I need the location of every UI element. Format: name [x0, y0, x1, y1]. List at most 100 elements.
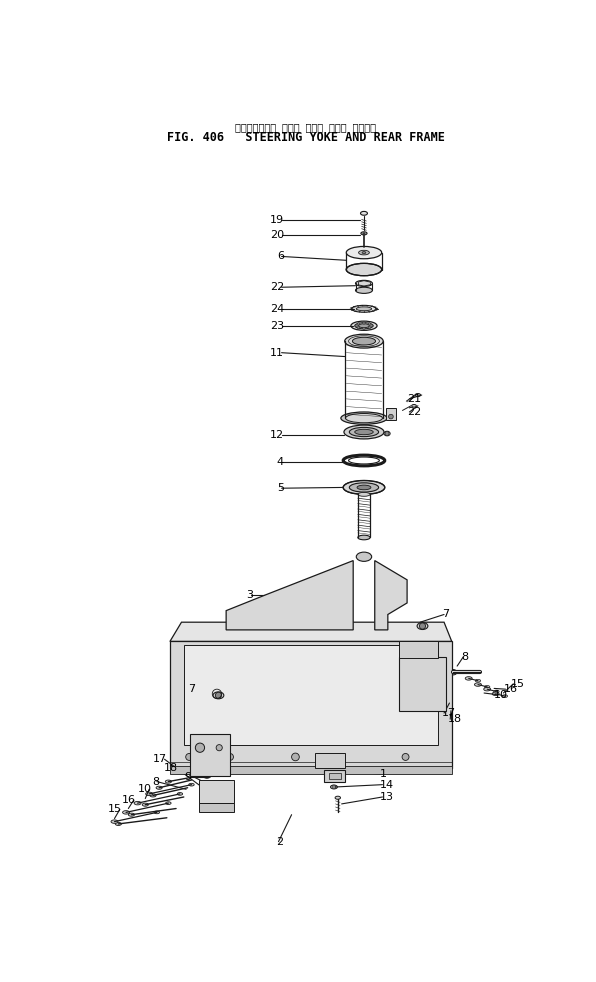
Ellipse shape	[355, 288, 372, 294]
Text: 7: 7	[442, 610, 449, 620]
Text: 7: 7	[188, 684, 195, 694]
FancyBboxPatch shape	[399, 641, 438, 658]
Ellipse shape	[355, 323, 373, 329]
Ellipse shape	[475, 680, 480, 682]
Text: 11: 11	[270, 348, 284, 357]
Ellipse shape	[150, 793, 156, 797]
Ellipse shape	[359, 324, 370, 328]
Polygon shape	[170, 641, 452, 769]
Text: 2: 2	[276, 837, 283, 846]
Ellipse shape	[154, 811, 160, 814]
Text: FIG. 406   STEERING YOKE AND REAR FRAME: FIG. 406 STEERING YOKE AND REAR FRAME	[166, 132, 445, 144]
Ellipse shape	[335, 796, 340, 799]
Circle shape	[389, 414, 393, 419]
Text: 8: 8	[461, 652, 468, 662]
Ellipse shape	[492, 692, 499, 695]
Circle shape	[226, 753, 234, 760]
Circle shape	[363, 327, 365, 330]
FancyBboxPatch shape	[328, 773, 341, 780]
Text: 16: 16	[504, 684, 517, 694]
Ellipse shape	[341, 412, 387, 424]
Polygon shape	[226, 561, 353, 629]
Circle shape	[371, 325, 373, 327]
Ellipse shape	[363, 233, 365, 234]
Circle shape	[363, 322, 365, 324]
FancyBboxPatch shape	[399, 657, 446, 711]
Circle shape	[368, 326, 371, 329]
Text: 14: 14	[380, 780, 395, 790]
Ellipse shape	[351, 321, 377, 330]
Ellipse shape	[145, 792, 153, 795]
Ellipse shape	[156, 787, 162, 790]
Circle shape	[216, 744, 222, 751]
FancyBboxPatch shape	[199, 780, 234, 803]
Text: 16: 16	[122, 795, 136, 805]
Ellipse shape	[352, 305, 376, 312]
Text: 21: 21	[407, 394, 421, 404]
Ellipse shape	[128, 813, 135, 816]
Text: 6: 6	[277, 251, 284, 261]
Ellipse shape	[465, 677, 472, 681]
Text: 12: 12	[270, 430, 284, 440]
Ellipse shape	[349, 427, 378, 437]
Text: 8: 8	[152, 777, 159, 787]
Text: 15: 15	[108, 804, 122, 814]
Ellipse shape	[111, 820, 118, 823]
Text: 18: 18	[448, 714, 462, 724]
Text: 17: 17	[442, 708, 456, 718]
FancyBboxPatch shape	[190, 734, 230, 776]
Circle shape	[355, 325, 358, 327]
Circle shape	[385, 432, 389, 435]
Text: 10: 10	[494, 689, 508, 699]
Circle shape	[215, 692, 222, 698]
Ellipse shape	[344, 334, 383, 348]
Ellipse shape	[485, 685, 490, 688]
Ellipse shape	[346, 413, 383, 423]
Text: 22: 22	[407, 407, 421, 417]
Ellipse shape	[357, 485, 371, 490]
Text: 22: 22	[269, 282, 284, 293]
Ellipse shape	[142, 803, 148, 806]
Polygon shape	[375, 561, 407, 629]
Polygon shape	[184, 645, 438, 745]
Polygon shape	[324, 770, 346, 783]
Text: 15: 15	[511, 679, 525, 688]
Circle shape	[332, 785, 336, 789]
Ellipse shape	[484, 687, 491, 691]
Ellipse shape	[330, 785, 337, 789]
Ellipse shape	[352, 337, 375, 345]
Ellipse shape	[213, 692, 224, 699]
Ellipse shape	[362, 251, 366, 253]
Ellipse shape	[358, 535, 370, 540]
Text: 9: 9	[184, 772, 191, 782]
Polygon shape	[170, 623, 452, 641]
Circle shape	[368, 323, 371, 325]
Ellipse shape	[355, 429, 373, 435]
Circle shape	[209, 753, 216, 760]
Ellipse shape	[502, 694, 508, 697]
Ellipse shape	[189, 784, 194, 786]
Ellipse shape	[344, 425, 384, 439]
FancyBboxPatch shape	[170, 766, 452, 774]
FancyBboxPatch shape	[315, 753, 346, 769]
Text: 20: 20	[270, 230, 284, 240]
Text: 17: 17	[153, 754, 167, 764]
Ellipse shape	[361, 211, 368, 215]
Text: 4: 4	[277, 457, 284, 467]
Text: 10: 10	[138, 785, 151, 794]
Ellipse shape	[358, 492, 370, 496]
Circle shape	[407, 676, 415, 683]
Ellipse shape	[355, 280, 372, 287]
Ellipse shape	[123, 811, 129, 814]
Ellipse shape	[384, 431, 390, 436]
Text: 1: 1	[380, 769, 387, 779]
Ellipse shape	[346, 263, 381, 276]
Circle shape	[402, 753, 409, 760]
Text: 24: 24	[269, 303, 284, 314]
Ellipse shape	[450, 670, 457, 675]
Ellipse shape	[356, 552, 372, 562]
Ellipse shape	[343, 480, 385, 494]
Ellipse shape	[115, 822, 122, 826]
FancyBboxPatch shape	[386, 409, 396, 420]
Circle shape	[205, 774, 209, 778]
